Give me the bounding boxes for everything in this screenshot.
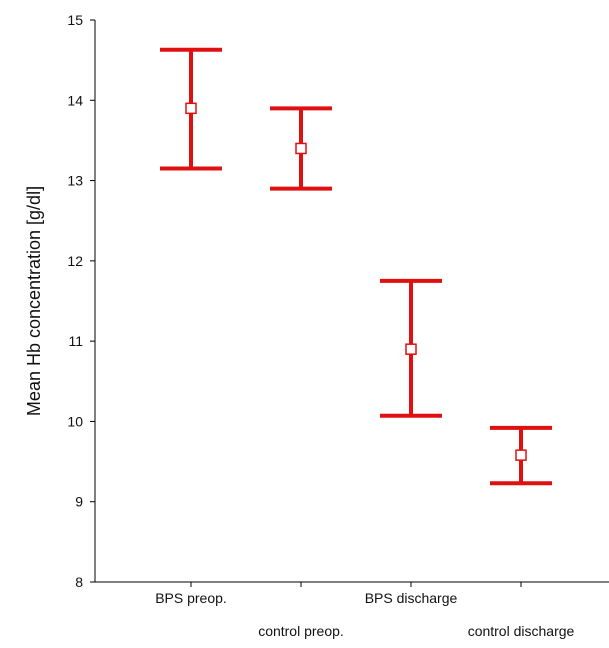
- y-axis-label: Mean Hb concentration [g/dl]: [24, 186, 44, 416]
- x-tick-label: BPS preop.: [155, 590, 227, 606]
- y-ticks: 8 9 10 11 12 13 14 15: [67, 12, 95, 590]
- mean-marker: [515, 449, 527, 461]
- y-tick-label: 13: [67, 173, 83, 189]
- error-bars: [160, 47, 552, 486]
- y-tick-label: 11: [68, 333, 83, 349]
- y-tick-label: 10: [67, 413, 83, 429]
- error-bar: [270, 106, 332, 191]
- x-tick-label: BPS discharge: [365, 590, 458, 606]
- error-bar: [490, 425, 552, 486]
- mean-marker: [405, 343, 417, 355]
- mean-marker: [295, 142, 307, 155]
- x-tick-label: control discharge: [468, 623, 575, 639]
- mean-marker: [185, 102, 197, 115]
- y-tick-label: 12: [67, 253, 83, 269]
- error-bar: [380, 278, 442, 418]
- y-tick-label: 15: [67, 12, 83, 28]
- error-bar: [160, 47, 222, 171]
- x-tick-label: control preop.: [258, 623, 344, 639]
- y-tick-label: 14: [67, 92, 83, 108]
- x-ticks: BPS preop. control preop. BPS discharge con…: [155, 582, 575, 639]
- y-tick-label: 9: [75, 494, 83, 510]
- y-tick-label: 8: [75, 574, 83, 590]
